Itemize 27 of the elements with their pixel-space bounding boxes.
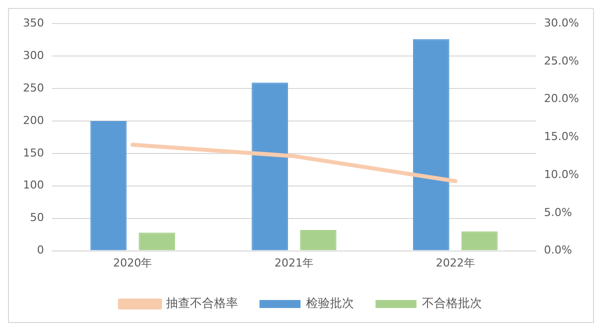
x-tick-label: 2022年 [436, 256, 475, 270]
bar [90, 120, 127, 250]
legend-label: 抽查不合格率 [166, 296, 238, 310]
y2-tick-label: 15.0% [544, 130, 580, 144]
legend-label: 检验批次 [306, 296, 354, 310]
y-tick-label: 350 [22, 16, 44, 30]
bar [300, 230, 336, 250]
y-tick-label: 250 [22, 81, 44, 94]
y2-tick-label: 25.0% [544, 54, 580, 68]
legend-label: 不合格批次 [422, 296, 482, 310]
y2-tick-label: 0.0% [544, 244, 572, 257]
y-tick-label: 50 [30, 211, 44, 224]
y2-tick-label: 20.0% [544, 92, 580, 106]
y-tick-label: 150 [22, 146, 44, 160]
y-tick-label: 200 [22, 114, 44, 127]
bar [413, 39, 450, 250]
bar [252, 82, 288, 250]
y2-tick-label: 10.0% [544, 168, 580, 181]
x-tick-label: 2021年 [274, 256, 314, 270]
y-tick-label: 100 [22, 178, 44, 192]
x-tick-label: 2020年 [113, 256, 152, 270]
bar [461, 231, 498, 250]
y-tick-label: 300 [22, 48, 44, 62]
bar [138, 232, 176, 250]
y2-tick-label: 30.0% [544, 16, 580, 30]
y-tick-label: 0 [36, 244, 44, 257]
y2-tick-label: 5.0% [544, 206, 572, 219]
